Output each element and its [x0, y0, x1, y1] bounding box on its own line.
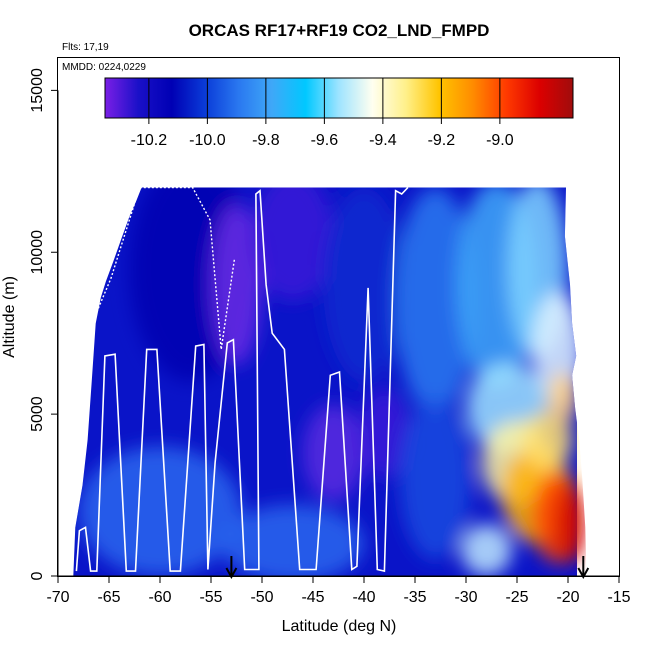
colorbar-tick-label: -9.6	[311, 132, 339, 149]
colorbar-tick-label: -9.2	[428, 132, 456, 149]
flight-track-line	[75, 186, 409, 573]
colorbar-tick-label: -10.2	[131, 132, 168, 149]
x-tick-label: -70	[46, 589, 69, 606]
field-region	[251, 187, 334, 301]
y-tick-label: 5000	[29, 396, 46, 432]
y-tick-label: 10000	[29, 230, 46, 275]
latitude-markers	[225, 556, 590, 580]
heatmap-field	[73, 187, 586, 576]
dates-annotation: MMDD: 0224,0229	[62, 62, 146, 73]
x-axis-title: Latitude (deg N)	[282, 618, 397, 635]
y-tick-label: 15000	[29, 68, 46, 113]
y-tick-label: 0	[29, 571, 46, 580]
latitude-arrow-head	[577, 567, 590, 580]
y-axis: 0 5000 10000 15000	[29, 68, 59, 580]
field-region	[554, 485, 586, 564]
flight-track-line-upper	[89, 186, 236, 350]
colorbar-tick-label: -10.0	[189, 132, 226, 149]
x-tick-label: -35	[403, 589, 426, 606]
x-tick-label: -40	[352, 589, 375, 606]
x-tick-label: -45	[301, 589, 324, 606]
colorbar-gradient	[104, 77, 574, 119]
field-region	[323, 187, 405, 382]
x-tick-label: -55	[199, 589, 222, 606]
x-tick-label: -30	[454, 589, 477, 606]
x-tick-label: -25	[505, 589, 528, 606]
field-region	[221, 504, 365, 576]
y-axis-title: Altitude (m)	[1, 276, 18, 358]
x-tick-label: -50	[250, 589, 273, 606]
field-region	[547, 372, 579, 424]
x-tick-label: -15	[607, 589, 630, 606]
colorbar-tick-label: -9.0	[486, 132, 514, 149]
flights-annotation: Flts: 17,19	[62, 42, 109, 53]
field-region	[302, 404, 364, 502]
x-tick-label: -60	[148, 589, 171, 606]
x-axis: -70 -65 -60 -55 -50 -45 -40 -35 -30 -25 -20 -15	[46, 575, 631, 606]
field-region	[78, 446, 242, 576]
colorbar: -10.2 -10.0 -9.8 -9.6 -9.4 -9.2 -9.0	[104, 77, 574, 149]
field-region	[211, 203, 262, 366]
colorbar-tick-label: -9.4	[369, 132, 397, 149]
chart-title: ORCAS RF17+RF19 CO2_LND_FMPD	[189, 21, 490, 40]
colorbar-tick-label: -9.8	[252, 132, 280, 149]
x-tick-label: -20	[556, 589, 579, 606]
field-region	[394, 187, 477, 415]
latitude-arrow-head	[225, 567, 238, 580]
field-region	[399, 397, 472, 560]
field-region	[522, 410, 574, 470]
x-tick-label: -65	[97, 589, 120, 606]
field-region	[460, 524, 512, 576]
